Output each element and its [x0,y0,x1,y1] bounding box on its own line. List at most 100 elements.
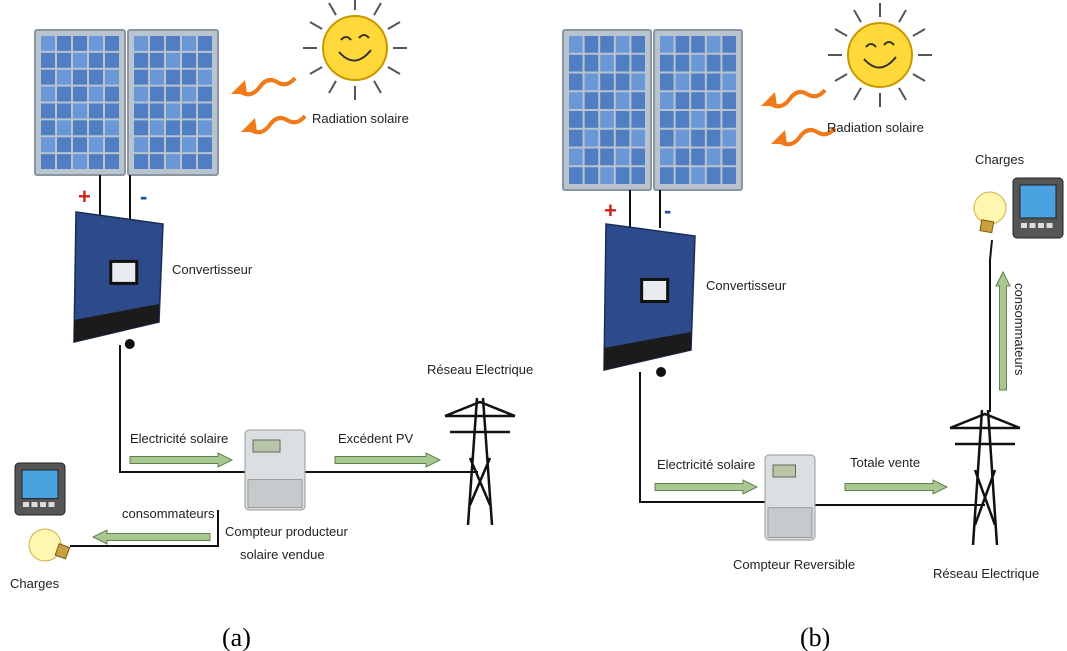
panel-frame [127,29,219,176]
button [1021,223,1027,228]
radiation-arrows [231,76,307,135]
ray [309,21,323,30]
cell [198,36,212,51]
cell [73,36,87,51]
cell [600,36,614,53]
meter [244,429,306,511]
ray [373,2,382,16]
cell [57,154,71,169]
cell [675,54,690,72]
cell [41,86,55,102]
cell [41,137,55,153]
cell [150,36,164,51]
cell [73,86,87,102]
bulb [973,191,1007,234]
inverter [73,211,164,349]
meter [764,454,816,541]
cell [675,73,690,91]
label: Excédent PV [338,431,413,446]
cell [150,86,164,102]
cell [89,52,103,68]
eye [340,34,370,41]
cell [198,154,212,169]
cell [706,36,721,53]
button [23,502,29,507]
radiation-arrows [761,88,837,147]
cell [105,120,119,136]
cell [722,92,736,109]
cell [631,54,645,72]
label: Réseau Electrique [933,566,1039,581]
ray [373,80,382,94]
cell [134,120,148,136]
cell [134,52,148,68]
flow-arrow [995,270,1011,391]
cell [691,167,705,184]
cell [675,92,690,109]
cell [600,92,614,109]
cell [198,86,212,102]
solar-panel [562,29,652,191]
cell [89,154,103,169]
ray [328,80,337,94]
label: consommateurs [122,506,215,521]
cell [569,129,583,147]
cell [675,36,690,53]
cell [600,111,614,128]
cell [73,103,87,119]
pylon [444,397,516,526]
head [761,92,777,106]
cell [584,148,599,166]
cell [182,69,196,85]
button [40,502,46,507]
monitor [14,462,66,516]
ray [898,9,907,23]
arrow-shape [334,452,442,468]
cell [182,52,196,68]
wire [70,345,478,547]
cell [105,154,119,169]
cell [166,69,180,85]
eye [865,41,895,48]
label: Convertisseur [706,278,787,293]
cell [615,167,630,184]
cell [569,54,583,72]
cell [57,137,71,153]
cell [615,36,630,53]
cell [584,73,599,91]
caption: (a) [222,623,251,651]
cell [631,129,645,147]
cell [150,154,164,169]
arrow-shape [129,452,234,468]
ray [898,87,907,101]
arrow-shape [844,479,949,495]
pylon-legs [971,409,999,546]
button [48,502,55,507]
cell [660,111,674,128]
smile [338,49,372,62]
cell [675,111,690,128]
cell [569,92,583,109]
cell [89,86,103,102]
cell [89,36,103,51]
label: consommateurs [1012,283,1027,376]
ray [912,28,926,37]
cell [569,167,583,184]
label: - [140,184,147,209]
ray [328,2,337,16]
cell [584,36,599,53]
cell [675,167,690,184]
solar-panel [34,29,126,176]
solar-panel [127,29,219,176]
cell [722,54,736,72]
cell [73,52,87,68]
flow-arrow [334,452,442,468]
cell [691,92,705,109]
inverter-base [74,304,159,342]
cell [722,73,736,91]
ray [387,66,401,75]
arrow-shape [995,270,1011,391]
cell [569,73,583,91]
